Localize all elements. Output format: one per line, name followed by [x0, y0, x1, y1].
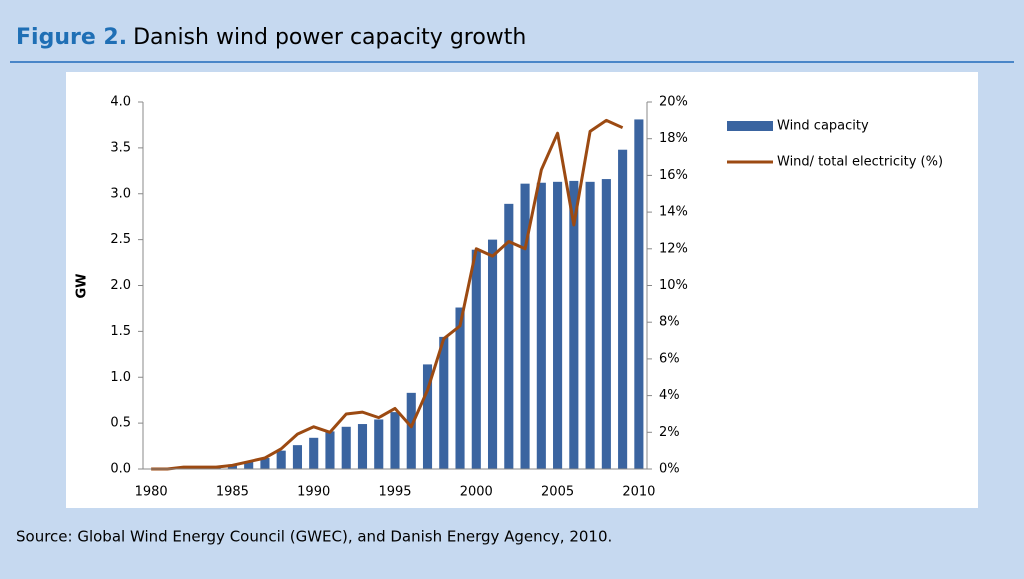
figure-label: Figure 2. [16, 25, 127, 50]
bar [471, 249, 481, 469]
bar [569, 180, 579, 469]
y2-tick-label: 14% [659, 205, 688, 220]
y-tick-label: 2.5 [110, 232, 131, 247]
y2-tick-label: 10% [659, 278, 688, 293]
title-line: Figure 2. Danish wind power capacity grow… [16, 25, 526, 50]
x-tick-label: 1985 [216, 485, 249, 500]
y-tick-label: 4.0 [110, 95, 131, 110]
bar [422, 364, 433, 469]
y-tick-label: 0.0 [110, 462, 131, 477]
bar [618, 149, 628, 469]
bar [601, 179, 611, 469]
y-axis-label: GW [75, 273, 90, 298]
bar [536, 182, 546, 470]
source-note: Source: Global Wind Energy Council (GWEC… [16, 528, 612, 546]
bar [357, 424, 368, 469]
y2-tick-label: 18% [659, 131, 688, 146]
bar [341, 426, 351, 469]
y2-tick-label: 20% [659, 95, 688, 110]
y2-tick-label: 2% [659, 425, 680, 440]
bar [520, 183, 530, 469]
line [151, 118, 624, 471]
y2-tick-label: 4% [659, 388, 680, 403]
bar [553, 181, 563, 469]
bar [455, 307, 465, 469]
bar [309, 437, 319, 469]
x-tick-label: 1995 [378, 485, 411, 500]
legend-label: Wind/ total electricity (%) [777, 155, 943, 170]
bar [439, 336, 449, 469]
bar [276, 450, 286, 469]
y2-tick-label: 16% [659, 168, 688, 183]
bar [390, 412, 400, 469]
bar [585, 181, 595, 469]
y-tick-label: 0.5 [110, 416, 131, 431]
y-tick-label: 3.0 [110, 186, 131, 201]
bar [292, 445, 303, 469]
y2-tick-label: 12% [659, 241, 688, 256]
bar [260, 457, 270, 469]
bar [406, 392, 416, 469]
y-tick-label: 2.0 [110, 278, 131, 293]
chart-title: Danish wind power capacity growth [133, 25, 526, 50]
bar [374, 419, 384, 469]
y-tick-label: 1.5 [110, 324, 131, 339]
y2-tick-label: 0% [659, 462, 680, 477]
y2-tick-label: 8% [659, 315, 680, 330]
x-tick-label: 2010 [622, 485, 655, 500]
legend-swatch [727, 121, 773, 131]
x-tick-label: 1990 [297, 485, 330, 500]
x-tick-label: 2000 [460, 485, 493, 500]
bar [325, 431, 335, 469]
bar [634, 119, 644, 470]
legend-label: Wind capacity [777, 119, 869, 134]
bar [244, 461, 254, 469]
y-tick-label: 1.0 [110, 370, 131, 385]
y-tick-label: 3.5 [110, 140, 131, 155]
plot: 0.0 0.5 1.0 1.5 2.0 2.5 3.0 3.5 4.0 0% 2% 4% 6% 8% 10%… [110, 95, 943, 500]
bar [504, 203, 514, 469]
x-tick-label: 1980 [135, 485, 168, 500]
x-tick-label: 2005 [541, 485, 574, 500]
bar [487, 239, 498, 469]
y2-tick-label: 6% [659, 351, 680, 366]
